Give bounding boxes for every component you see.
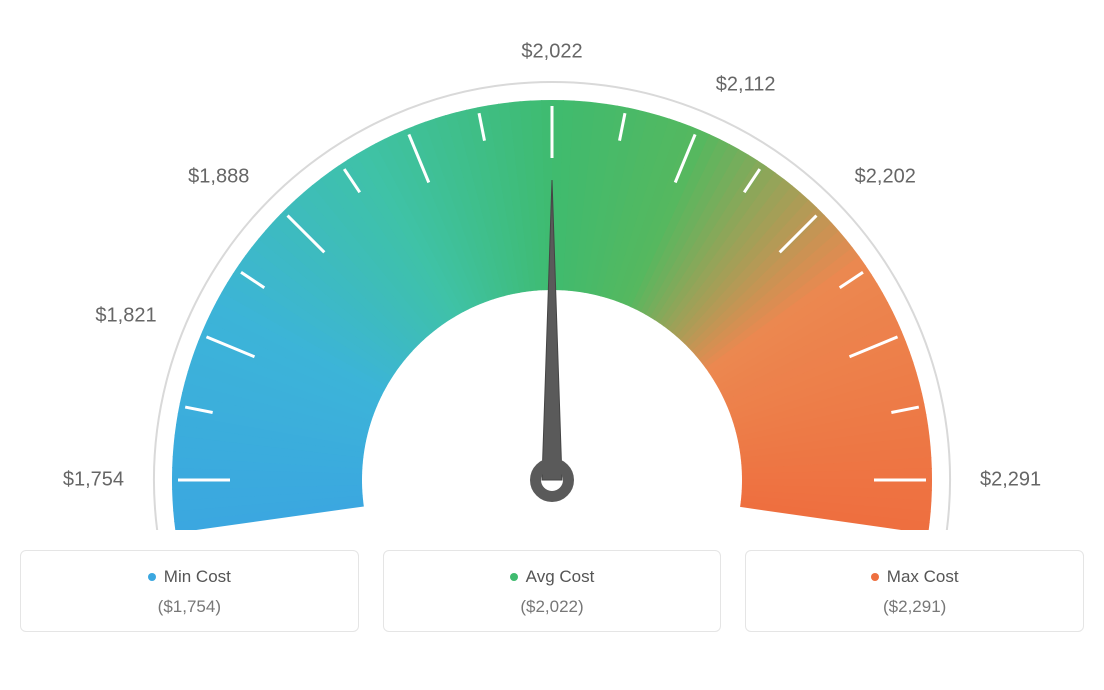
gauge-tick-label: $1,821 (95, 305, 156, 328)
gauge-tick-label: $2,022 (521, 41, 582, 64)
legend-card-avg: Avg Cost ($2,022) (383, 550, 722, 632)
dot-icon (510, 573, 518, 581)
gauge-tick-label: $2,202 (855, 166, 916, 189)
gauge-svg (20, 20, 1084, 530)
legend-title-min: Min Cost (148, 567, 231, 587)
legend-row: Min Cost ($1,754) Avg Cost ($2,022) Max … (20, 550, 1084, 632)
legend-card-max: Max Cost ($2,291) (745, 550, 1084, 632)
legend-card-min: Min Cost ($1,754) (20, 550, 359, 632)
cost-gauge-container: $1,754 $1,821 $1,888 $2,022 $2,112 $2,202 $2,2… (20, 20, 1084, 632)
legend-value-avg: ($2,022) (394, 597, 711, 617)
legend-title-max: Max Cost (871, 567, 959, 587)
legend-value-min: ($1,754) (31, 597, 348, 617)
dot-icon (148, 573, 156, 581)
legend-title-text: Max Cost (887, 567, 959, 587)
legend-title-text: Min Cost (164, 567, 231, 587)
gauge-chart: $1,754 $1,821 $1,888 $2,022 $2,112 $2,202 $2,2… (20, 20, 1084, 530)
legend-value-max: ($2,291) (756, 597, 1073, 617)
gauge-tick-label: $2,112 (716, 73, 776, 96)
dot-icon (871, 573, 879, 581)
legend-title-avg: Avg Cost (510, 567, 595, 587)
gauge-tick-label: $1,888 (188, 166, 249, 189)
gauge-tick-label: $2,291 (980, 469, 1041, 492)
legend-title-text: Avg Cost (526, 567, 595, 587)
gauge-tick-label: $1,754 (63, 469, 124, 492)
